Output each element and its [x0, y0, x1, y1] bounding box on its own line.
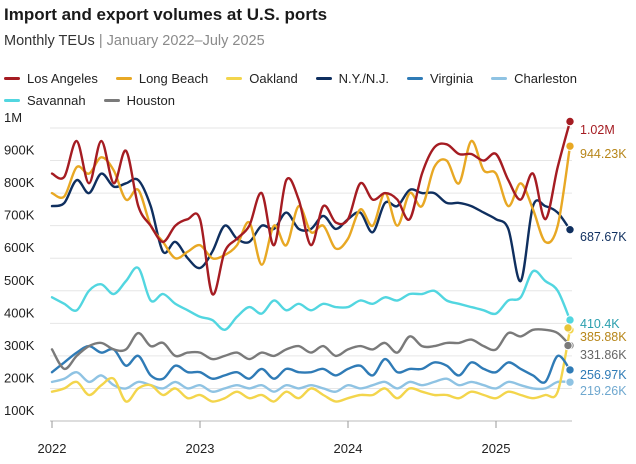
- end-marker: [565, 365, 575, 375]
- legend-item-charleston: Charleston: [491, 71, 577, 86]
- x-tick-label: 2025: [482, 441, 511, 456]
- legend-label: Houston: [126, 92, 175, 108]
- legend-label: N.Y./N.J.: [338, 70, 390, 86]
- x-tick-label: 2022: [38, 441, 67, 456]
- legend-swatch: [226, 76, 243, 80]
- legend-item-oakland: Oakland: [226, 70, 298, 86]
- legend-label: Savannah: [27, 92, 86, 108]
- end-value-label: 687.67K: [580, 230, 627, 244]
- y-tick-label: 200K: [4, 370, 35, 385]
- series-line-virginia: [50, 344, 572, 384]
- y-tick-label: 800K: [4, 175, 35, 190]
- y-tick-label: 600K: [4, 240, 35, 255]
- end-value-label: 256.97K: [580, 368, 627, 382]
- y-tick-label: 300K: [4, 338, 35, 353]
- end-value-label: 1.02M: [580, 123, 615, 137]
- subtitle-range: January 2022–July 2025: [106, 33, 265, 49]
- legend-swatch: [4, 76, 20, 80]
- legend-label: Long Beach: [138, 70, 209, 86]
- legend-item-los-angeles: Los Angeles: [4, 71, 98, 86]
- legend-item-houston: Houston: [103, 92, 175, 108]
- end-marker: [565, 141, 575, 151]
- series-line-houston: [50, 328, 572, 371]
- legend-row-1: Los Angeles Long Beach Oakland N.Y./N.J. Vir…: [4, 67, 634, 89]
- legend-label: Virginia: [430, 70, 474, 86]
- series-line-los-angeles: [50, 120, 572, 296]
- y-tick-label: 100K: [4, 403, 35, 418]
- x-tick-label: 2023: [186, 441, 215, 456]
- y-tick-label: 500K: [4, 273, 35, 288]
- end-marker: [565, 377, 575, 387]
- series-line-savannah: [50, 266, 572, 331]
- legend-label: Charleston: [514, 70, 578, 86]
- y-tick-label: 1M: [4, 110, 22, 125]
- legend-label: Oakland: [249, 70, 298, 86]
- end-marker: [565, 116, 575, 127]
- end-value-label: 331.86K: [580, 348, 627, 362]
- series-line-charleston: [50, 370, 572, 393]
- legend-row-2: Savannah Houston: [4, 89, 634, 111]
- legend-swatch: [315, 76, 332, 80]
- end-value-label: 219.26K: [580, 384, 627, 398]
- chart-subtitle: Monthly TEUs | January 2022–July 2025: [4, 33, 265, 49]
- subtitle-main: Monthly TEUs: [4, 33, 95, 49]
- series-line-n-y-n-j: [50, 172, 572, 283]
- subtitle-separator: |: [98, 33, 103, 49]
- y-tick-label: 400K: [4, 305, 35, 320]
- legend-swatch: [4, 98, 20, 102]
- legend-item-n-y-n-j: N.Y./N.J.: [315, 70, 390, 86]
- chart-legend: Los Angeles Long Beach Oakland N.Y./N.J. Vir…: [4, 67, 634, 111]
- end-value-label: 385.88K: [580, 330, 627, 344]
- y-tick-label: 700K: [4, 208, 35, 223]
- legend-swatch: [103, 98, 120, 102]
- end-value-label: 410.4K: [580, 317, 620, 331]
- end-marker: [565, 224, 575, 235]
- legend-label: Los Angeles: [27, 70, 98, 86]
- legend-swatch: [115, 76, 132, 80]
- legend-item-savannah: Savannah: [4, 93, 86, 108]
- series-line-long-beach: [50, 139, 572, 266]
- series-line-oakland: [50, 328, 572, 403]
- legend-item-virginia: Virginia: [407, 71, 473, 86]
- end-marker: [563, 323, 573, 333]
- end-marker: [565, 315, 575, 325]
- legend-item-long-beach: Long Beach: [115, 70, 209, 86]
- chart-title: Import and export volumes at U.S. ports: [4, 5, 328, 24]
- end-marker: [563, 340, 573, 351]
- end-value-label: 944.23K: [580, 147, 627, 161]
- legend-swatch: [407, 76, 424, 80]
- legend-swatch: [491, 76, 508, 80]
- x-tick-label: 2024: [334, 441, 363, 456]
- y-tick-label: 900K: [4, 143, 35, 158]
